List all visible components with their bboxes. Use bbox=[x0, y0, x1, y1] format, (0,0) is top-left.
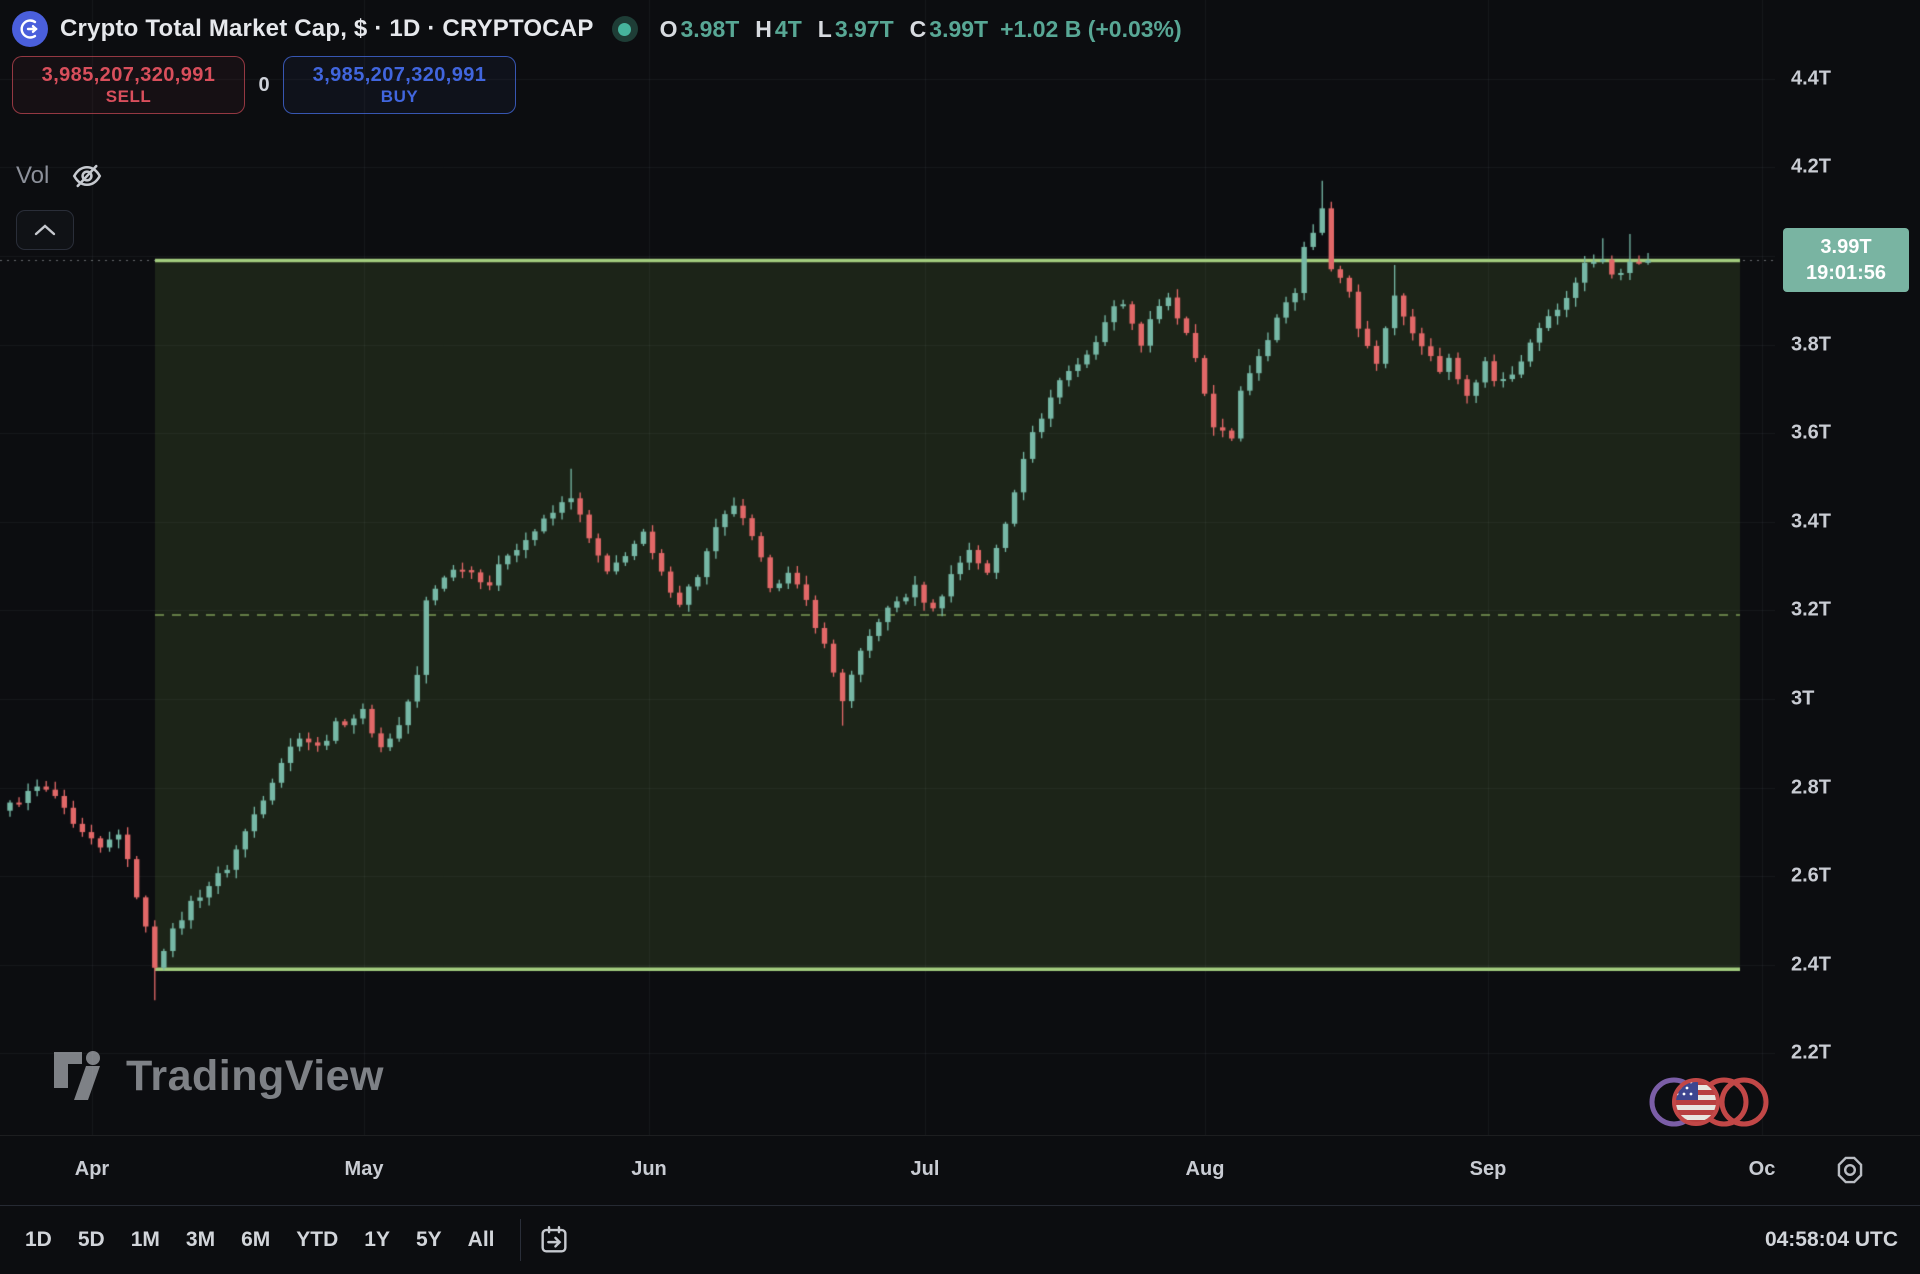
close-value: 3.99T bbox=[929, 15, 989, 42]
range-buttons-group: 1D 5D 1M 3M 6M YTD 1Y 5Y All bbox=[12, 1220, 508, 1260]
price-axis-tick: 3.8T bbox=[1791, 333, 1832, 356]
collapse-pane-button[interactable] bbox=[16, 210, 74, 250]
chevron-up-icon bbox=[34, 224, 56, 236]
spread-value: 0 bbox=[258, 73, 270, 96]
bar-countdown: 19:01:56 bbox=[1805, 262, 1887, 285]
range-button-all[interactable]: All bbox=[467, 1228, 495, 1251]
time-axis-tick: May bbox=[344, 1158, 384, 1180]
price-axis-tick: 3.2T bbox=[1791, 598, 1832, 621]
range-button-1d[interactable]: 1D bbox=[25, 1228, 52, 1251]
time-axis-tick: Oc bbox=[1748, 1158, 1776, 1180]
range-button-5y[interactable]: 5Y bbox=[415, 1228, 442, 1251]
price-axis-tick: 4.2T bbox=[1791, 155, 1832, 178]
price-axis-tick: 3.6T bbox=[1791, 421, 1832, 444]
time-axis-tick: Apr bbox=[74, 1158, 110, 1180]
current-price-value: 3.99T bbox=[1820, 236, 1872, 259]
price-axis-tick: 4.4T bbox=[1791, 67, 1832, 90]
sell-label: SELL bbox=[105, 86, 152, 106]
range-button-3m[interactable]: 3M bbox=[185, 1228, 216, 1251]
close-label: C bbox=[909, 15, 927, 42]
low-value: 3.97T bbox=[834, 15, 894, 42]
low-label: L bbox=[817, 15, 832, 42]
range-button-1y[interactable]: 1Y bbox=[364, 1228, 390, 1251]
range-button-6m[interactable]: 6M bbox=[241, 1228, 271, 1251]
time-axis-tick: Sep bbox=[1469, 1158, 1507, 1180]
sell-price: 3,985,207,320,991 bbox=[41, 63, 216, 86]
range-button-ytd[interactable]: YTD bbox=[296, 1228, 339, 1251]
time-axis-tick: Jun bbox=[631, 1158, 667, 1180]
trade-panel: 3,985,207,320,991 SELL 0 3,985,207,320,9… bbox=[12, 56, 516, 114]
price-axis-tick: 2.6T bbox=[1791, 864, 1832, 887]
market-status-icon bbox=[611, 16, 638, 42]
symbol-logo-icon bbox=[12, 11, 48, 47]
settings-gear-icon[interactable] bbox=[1830, 1150, 1870, 1190]
sell-button[interactable]: 3,985,207,320,991 SELL bbox=[12, 56, 245, 114]
volume-label: Vol bbox=[16, 162, 50, 189]
toolbar-divider bbox=[519, 1219, 521, 1261]
buy-label: BUY bbox=[380, 86, 419, 106]
change-value: +1.02 B (+0.03%) bbox=[1000, 15, 1182, 42]
ohlc-values: O 3.98T H 4T L 3.97T C 3.99T +1.02 B (+0… bbox=[660, 16, 1182, 43]
buy-price: 3,985,207,320,991 bbox=[312, 63, 487, 86]
price-axis-tick: 3.4T bbox=[1791, 510, 1832, 533]
calendar-arrow-icon bbox=[540, 1226, 567, 1253]
chart-legend-header: Crypto Total Market Cap, $ · 1D · CRYPTO… bbox=[12, 10, 1182, 48]
tradingview-watermark: TradingView bbox=[52, 1050, 384, 1102]
time-axis-tick: Jul bbox=[910, 1158, 940, 1180]
price-axis[interactable]: 3.99T 19:01:56 4.4T 4.2T 3.8T 3.6T 3.4T 3.2T 3… bbox=[1775, 0, 1920, 1135]
candlestick-chart-canvas[interactable] bbox=[0, 0, 1775, 1135]
open-label: O bbox=[659, 15, 678, 42]
time-axis-tick: Aug bbox=[1185, 1158, 1225, 1180]
price-axis-tick: 2.8T bbox=[1791, 776, 1832, 799]
bottom-toolbar: 1D 5D 1M 3M 6M YTD 1Y 5Y All 04:58:04 UTC bbox=[0, 1205, 1920, 1274]
range-button-1m[interactable]: 1M bbox=[130, 1228, 160, 1251]
go-to-date-button[interactable] bbox=[533, 1219, 575, 1261]
utc-clock: 04:58:04 UTC bbox=[1764, 1228, 1898, 1251]
high-value: 4T bbox=[774, 15, 802, 42]
watermark-brand-text: TradingView bbox=[126, 1051, 384, 1100]
price-axis-tick: 2.4T bbox=[1791, 953, 1832, 976]
price-axis-tick: 2.2T bbox=[1791, 1041, 1832, 1064]
volume-indicator-row: Vol bbox=[16, 158, 105, 194]
red-ring-icon-2 bbox=[1719, 1077, 1769, 1127]
price-axis-tick: 3T bbox=[1791, 687, 1815, 710]
symbol-title[interactable]: Crypto Total Market Cap, $ · 1D · CRYPTO… bbox=[60, 15, 594, 42]
buy-button[interactable]: 3,985,207,320,991 BUY bbox=[283, 56, 516, 114]
current-price-label: 3.99T 19:01:56 bbox=[1783, 228, 1909, 293]
open-value: 3.98T bbox=[680, 15, 740, 42]
flag-circles-cluster[interactable] bbox=[1648, 1076, 1778, 1130]
time-axis[interactable]: Apr May Jun Jul Aug Sep Oc bbox=[0, 1135, 1920, 1205]
range-button-5d[interactable]: 5D bbox=[77, 1228, 105, 1251]
high-label: H bbox=[755, 15, 772, 42]
tradingview-logo-icon bbox=[54, 1051, 100, 1100]
eye-hidden-icon[interactable] bbox=[69, 158, 105, 194]
us-flag-icon bbox=[1672, 1078, 1720, 1126]
